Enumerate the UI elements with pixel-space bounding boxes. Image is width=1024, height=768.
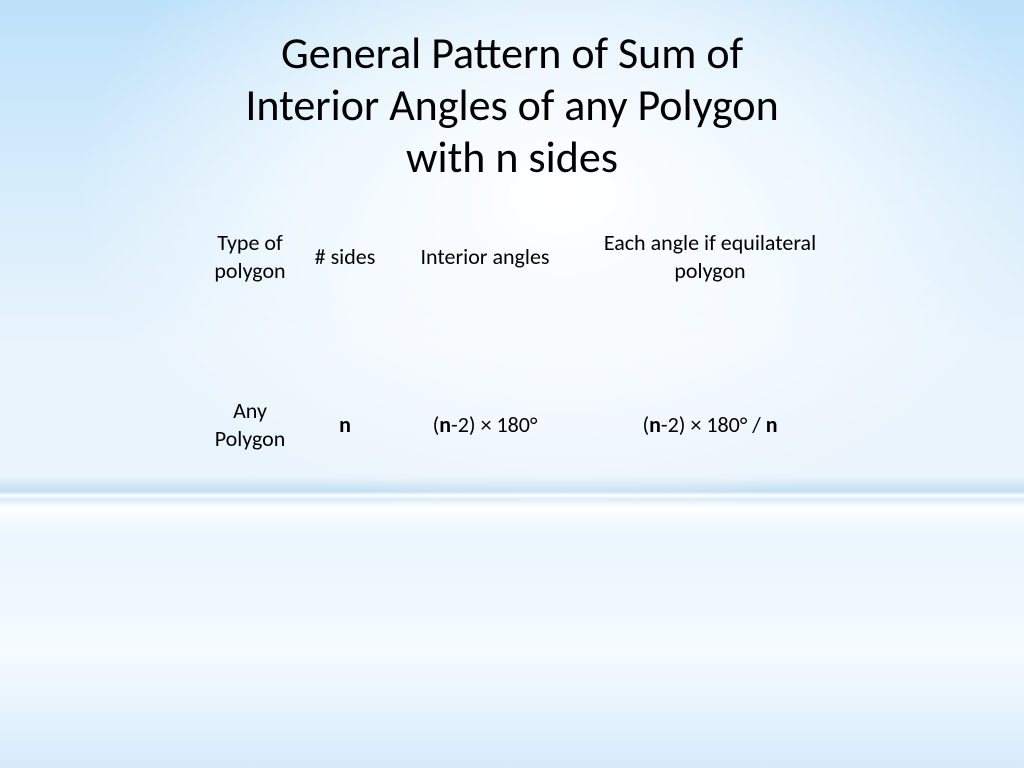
table-row: Any Polygon n (n-2) × 180° (n-2) × 180° … [195, 393, 855, 456]
cell-interior: (n-2) × 180° [385, 407, 585, 443]
formula-suffix: -2) × 180° [451, 411, 537, 438]
n-variable: n [766, 411, 778, 438]
title-line-1: General Pattern of Sum of [281, 26, 743, 80]
col-header-type: Type of polygon [195, 225, 305, 288]
n-variable: n [439, 411, 451, 438]
n-variable: n [649, 411, 661, 438]
formula-mid: -2) × 180° / [661, 411, 766, 438]
polygon-table: Type of polygon # sides Interior angles … [195, 225, 855, 456]
table-header-row: Type of polygon # sides Interior angles … [195, 225, 855, 288]
slide-title: General Pattern of Sum of Interior Angle… [0, 28, 1024, 184]
cell-type: Any Polygon [195, 393, 305, 456]
col-header-each-angle: Each angle if equilateral polygon [585, 225, 835, 288]
col-header-sides: # sides [305, 239, 385, 275]
title-line-2: Interior Angles of any Polygon [245, 78, 778, 132]
cell-sides: n [305, 407, 385, 443]
cell-each-angle: (n-2) × 180° / n [585, 407, 835, 443]
col-header-interior: Interior angles [385, 239, 585, 275]
n-variable: n [339, 411, 351, 438]
title-line-3: with n sides [406, 130, 618, 184]
